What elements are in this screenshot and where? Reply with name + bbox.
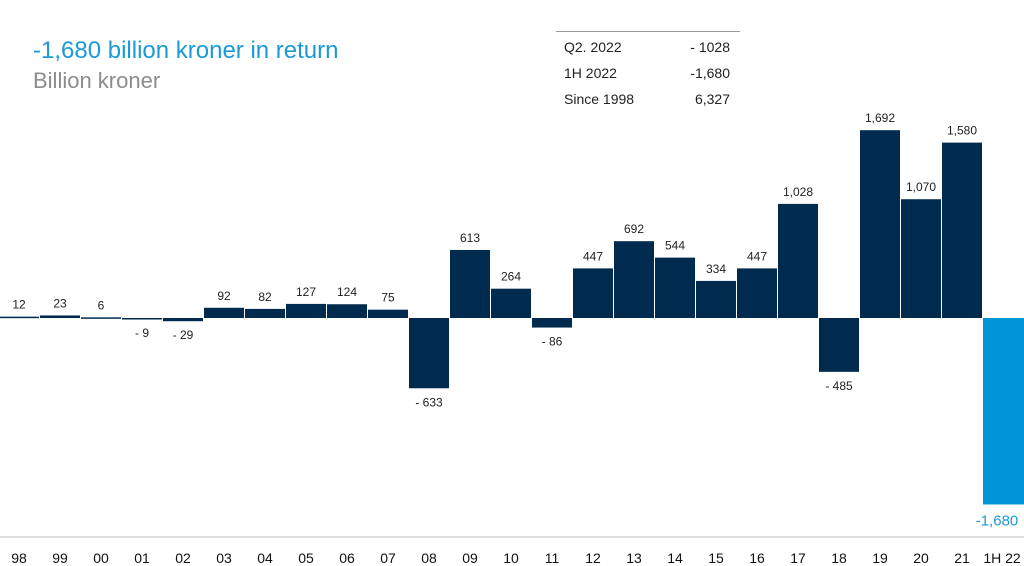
bar-08 bbox=[409, 318, 449, 389]
x-tick-label: 16 bbox=[749, 550, 765, 566]
data-label: - 86 bbox=[542, 335, 563, 349]
x-tick-label: 13 bbox=[626, 550, 642, 566]
bar-05 bbox=[286, 303, 326, 318]
x-tick-label: 1H 22 bbox=[983, 550, 1021, 566]
summary-label: Since 1998 bbox=[564, 91, 635, 107]
data-label: - 29 bbox=[173, 328, 194, 342]
data-label: 127 bbox=[296, 285, 316, 299]
data-label: 6 bbox=[98, 298, 105, 312]
x-tick-label: 17 bbox=[790, 550, 806, 566]
x-tick-label: 20 bbox=[913, 550, 929, 566]
bar-01 bbox=[122, 318, 162, 320]
bar-21 bbox=[942, 142, 982, 318]
bar-04 bbox=[245, 308, 285, 318]
chart-title: -1,680 billion kroner in return bbox=[33, 37, 339, 64]
x-tick-label: 00 bbox=[93, 550, 109, 566]
data-label: - 9 bbox=[135, 326, 149, 340]
x-tick-label: 18 bbox=[831, 550, 847, 566]
x-tick-label: 01 bbox=[134, 550, 150, 566]
summary-label: 1H 2022 bbox=[564, 65, 617, 81]
x-tick-label: 14 bbox=[667, 550, 683, 566]
bar-13 bbox=[614, 241, 654, 318]
bar-10 bbox=[491, 288, 531, 318]
bar-14 bbox=[655, 257, 695, 318]
bar-11 bbox=[532, 318, 572, 328]
data-label: 613 bbox=[460, 231, 480, 245]
x-tick-label: 10 bbox=[503, 550, 519, 566]
summary-row-1h: 1H 2022 -1,680 bbox=[556, 58, 740, 84]
data-label: 1,070 bbox=[906, 180, 936, 194]
bar-09 bbox=[450, 249, 490, 318]
data-label: 23 bbox=[53, 296, 67, 310]
bar-99 bbox=[40, 315, 80, 318]
data-label: 692 bbox=[624, 222, 644, 236]
summary-value: -1,680 bbox=[690, 65, 730, 81]
data-label: 12 bbox=[12, 298, 26, 312]
data-label: 264 bbox=[501, 270, 521, 284]
data-label: - 633 bbox=[415, 395, 443, 409]
data-label: -1,680 bbox=[976, 512, 1019, 529]
summary-value: 6,327 bbox=[694, 91, 730, 107]
summary-value: - 1028 bbox=[690, 39, 730, 55]
summary-row-since: Since 1998 6,327 bbox=[556, 84, 740, 110]
bar-19 bbox=[860, 130, 900, 318]
summary-row-q2: Q2. 2022 - 1028 bbox=[556, 32, 740, 58]
data-label: 447 bbox=[747, 249, 767, 263]
bar-03 bbox=[204, 307, 244, 318]
x-tick-label: 99 bbox=[52, 550, 68, 566]
x-tick-label: 11 bbox=[545, 550, 560, 566]
bar-00 bbox=[81, 317, 121, 319]
data-label: 447 bbox=[583, 249, 603, 263]
bar-12 bbox=[573, 268, 613, 318]
bar-18 bbox=[819, 318, 859, 372]
x-tick-label: 08 bbox=[421, 550, 437, 566]
bar-06 bbox=[327, 304, 367, 318]
x-tick-label: 98 bbox=[11, 550, 27, 566]
data-label: 1,692 bbox=[865, 111, 895, 125]
data-label: 75 bbox=[381, 291, 395, 305]
data-label: 82 bbox=[258, 290, 272, 304]
chart-subtitle: Billion kroner bbox=[33, 68, 161, 93]
x-tick-label: 07 bbox=[380, 550, 396, 566]
bar-17 bbox=[778, 203, 818, 318]
data-label: 1,580 bbox=[947, 124, 977, 138]
x-tick-label: 04 bbox=[257, 550, 273, 566]
bar-15 bbox=[696, 280, 736, 318]
summary-table: Q2. 2022 - 1028 1H 2022 -1,680 Since 199… bbox=[556, 31, 740, 110]
x-tick-label: 02 bbox=[175, 550, 191, 566]
x-tick-label: 21 bbox=[954, 550, 970, 566]
bar-1h-22 bbox=[983, 318, 1024, 505]
x-tick-label: 06 bbox=[339, 550, 355, 566]
x-tick-label: 19 bbox=[872, 550, 888, 566]
x-tick-label: 03 bbox=[216, 550, 232, 566]
bar-98 bbox=[0, 316, 39, 319]
bar-02 bbox=[163, 318, 203, 322]
summary-label: Q2. 2022 bbox=[564, 39, 622, 55]
data-label: 544 bbox=[665, 239, 685, 253]
x-tick-label: 05 bbox=[298, 550, 314, 566]
x-tick-label: 12 bbox=[585, 550, 601, 566]
data-label: 334 bbox=[706, 262, 726, 276]
x-tick-label: 09 bbox=[462, 550, 478, 566]
data-label: 92 bbox=[217, 289, 231, 303]
bar-16 bbox=[737, 268, 777, 318]
data-label: - 485 bbox=[825, 379, 853, 393]
x-tick-label: 15 bbox=[708, 550, 724, 566]
bar-07 bbox=[368, 309, 408, 318]
bar-20 bbox=[901, 199, 941, 318]
data-label: 124 bbox=[337, 285, 357, 299]
data-label: 1,028 bbox=[783, 185, 813, 199]
